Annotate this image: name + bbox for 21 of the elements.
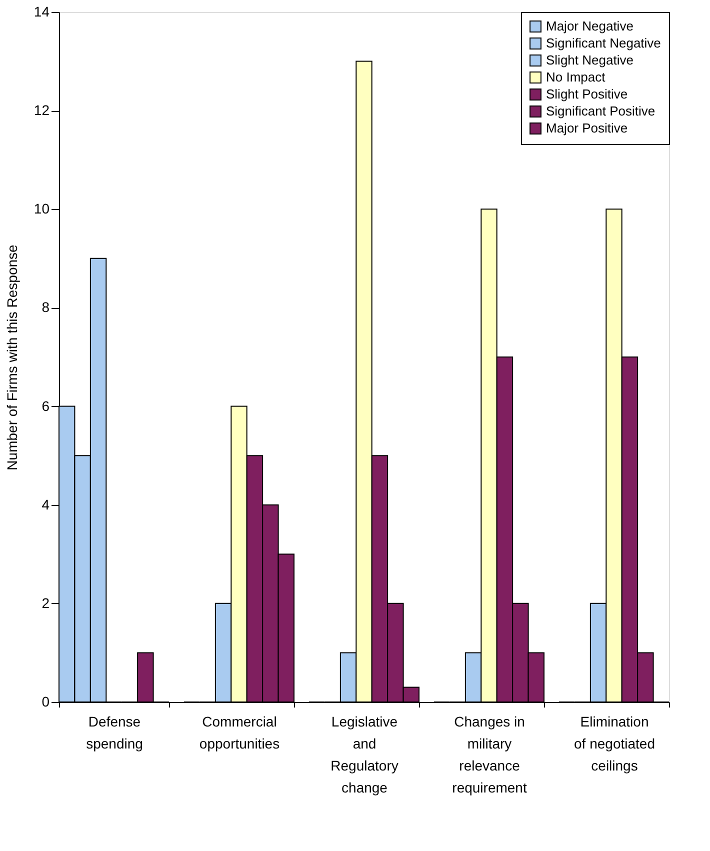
y-tick-label: 0 bbox=[42, 694, 50, 710]
y-tick-label: 4 bbox=[42, 496, 50, 512]
legend-label: Significant Positive bbox=[546, 104, 656, 118]
legend-label: Significant Negative bbox=[546, 36, 661, 50]
legend-label: Slight Positive bbox=[546, 86, 628, 102]
y-tick-label: 10 bbox=[34, 200, 50, 217]
y-tick-label: 12 bbox=[34, 102, 50, 118]
x-tick-label: Defense spending bbox=[86, 714, 143, 752]
x-tick-label: Legislative and Regulatory change bbox=[330, 714, 398, 796]
y-tick-label: 2 bbox=[42, 594, 50, 611]
y-tick-label: 8 bbox=[42, 299, 50, 316]
legend-label: Major Positive bbox=[546, 120, 628, 136]
x-tick-label: Elimination of negotiated ceilings bbox=[574, 714, 655, 774]
legend-label: No Impact bbox=[546, 70, 606, 84]
legend-label: Slight Negative bbox=[546, 52, 634, 68]
x-tick-label: Changes in military relevance requirement bbox=[452, 714, 527, 796]
y-tick-label: 14 bbox=[34, 4, 50, 20]
y-tick-label: 6 bbox=[42, 398, 50, 414]
legend-label: Major Negative bbox=[546, 18, 634, 34]
x-tick-label: Commercial opportunities bbox=[199, 714, 280, 752]
y-axis-title: Number of Firms with this Response bbox=[4, 244, 20, 470]
